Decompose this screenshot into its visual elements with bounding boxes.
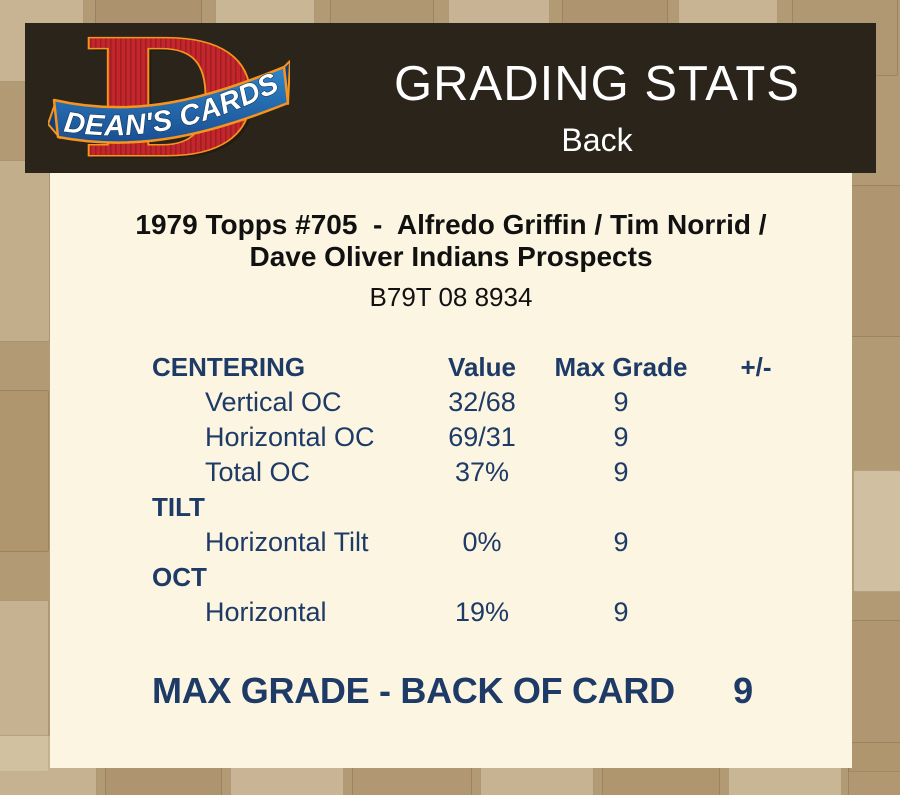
- background-card: [0, 160, 50, 342]
- row-plus-minus-horizontal-tilt: [700, 525, 812, 560]
- card-title-line2: Dave Oliver Indians Prospects: [249, 241, 653, 272]
- max-grade-summary: MAX GRADE - BACK OF CARD 9: [152, 670, 812, 712]
- ribbon-banner: [52, 65, 290, 144]
- background-card: [848, 742, 900, 795]
- row-value-total-oc: 37%: [454, 457, 510, 487]
- page-title: GRADING STATS: [394, 57, 800, 111]
- summary-label: MAX GRADE - BACK OF CARD: [152, 670, 675, 711]
- row-value-horizontal-oc: 69/31: [448, 422, 516, 452]
- row-max-grade-horizontal-oct: 9: [613, 597, 629, 627]
- row-max-grade-vertical-oc: 9: [613, 387, 629, 417]
- row-plus-minus-horizontal-oct: [700, 595, 812, 630]
- background-card: [850, 185, 900, 337]
- column-header-max-grade: Max Grade: [554, 352, 688, 382]
- section-header-oct: OCT: [152, 562, 207, 592]
- row-label-horizontal-oct: Horizontal: [205, 597, 327, 627]
- background-card: [0, 390, 49, 552]
- header-bar: D D DEAN'S CARDS GRADING STATS Back: [25, 23, 876, 173]
- deans-cards-logo: D D DEAN'S CARDS: [48, 34, 290, 166]
- card-title-line1: 1979 Topps #705 - Alfredo Griffin / Tim …: [135, 209, 767, 240]
- row-plus-minus-total-oc: [700, 455, 812, 490]
- row-label-horizontal-oc: Horizontal OC: [205, 422, 375, 452]
- stats-panel: 1979 Topps #705 - Alfredo Griffin / Tim …: [50, 173, 852, 768]
- row-label-horizontal-tilt: Horizontal Tilt: [205, 527, 369, 557]
- card-title: 1979 Topps #705 - Alfredo Griffin / Tim …: [50, 209, 852, 273]
- row-max-grade-total-oc: 9: [613, 457, 629, 487]
- row-label-total-oc: Total OC: [205, 457, 311, 487]
- row-max-grade-horizontal-oc: 9: [613, 422, 629, 452]
- column-header-centering: CENTERING: [152, 352, 306, 382]
- card-serial: B79T 08 8934: [369, 282, 533, 312]
- row-max-grade-horizontal-tilt: 9: [613, 527, 629, 557]
- summary-value: 9: [733, 670, 753, 711]
- row-plus-minus-horizontal-oc: [700, 420, 812, 455]
- row-value-horizontal-tilt: 0%: [462, 527, 502, 557]
- row-value-horizontal-oct: 19%: [454, 597, 510, 627]
- column-header-value: Value: [448, 352, 516, 382]
- background-card: [0, 600, 49, 772]
- row-plus-minus-vertical-oc: [700, 385, 812, 420]
- page-subtitle: Back: [561, 122, 633, 158]
- section-header-tilt: TILT: [152, 492, 205, 522]
- background-card: [853, 470, 900, 592]
- row-label-vertical-oc: Vertical OC: [205, 387, 342, 417]
- column-header-plus-minus: +/-: [740, 352, 772, 382]
- grading-table: CENTERING Value Max Grade +/- Vertical O…: [152, 350, 812, 630]
- row-value-vertical-oc: 32/68: [448, 387, 516, 417]
